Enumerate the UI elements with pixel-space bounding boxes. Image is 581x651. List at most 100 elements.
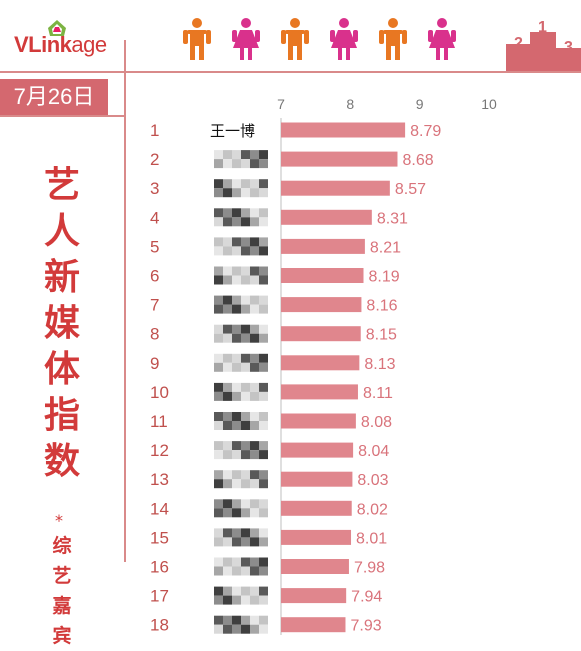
censor-pixel — [241, 470, 250, 480]
censored-name-block — [214, 237, 268, 256]
censor-pixel — [223, 353, 232, 363]
censor-pixel — [232, 528, 241, 538]
censor-pixel — [232, 295, 241, 305]
censor-pixel — [241, 179, 250, 189]
censor-pixel — [232, 470, 241, 480]
censor-pixel — [250, 353, 259, 363]
censor-pixel — [241, 275, 250, 285]
bar — [281, 559, 349, 574]
censor-pixel — [259, 586, 268, 596]
censor-pixel — [250, 528, 259, 538]
censor-pixel — [250, 566, 259, 576]
brand-name-suffix: age — [71, 32, 107, 57]
censor-pixel — [241, 391, 250, 401]
rank-label: 3 — [150, 179, 159, 198]
title-char: 媒 — [43, 303, 80, 344]
censor-pixel — [214, 275, 223, 285]
censor-pixel — [214, 179, 223, 189]
censor-pixel — [223, 208, 232, 218]
censor-pixel — [250, 324, 259, 334]
censor-pixel — [250, 391, 259, 401]
censor-pixel — [241, 479, 250, 489]
censor-pixel — [241, 421, 250, 430]
censor-pixel — [241, 499, 250, 509]
rank-label: 13 — [150, 470, 169, 489]
bar — [281, 384, 358, 400]
censored-name-block — [214, 557, 268, 576]
censored-name-block — [214, 295, 268, 314]
censored-name-block — [214, 150, 268, 169]
bar-value-label: 7.93 — [350, 618, 381, 635]
censor-pixel — [259, 537, 268, 547]
censor-pixel — [241, 595, 250, 605]
censor-pixel — [223, 333, 232, 343]
censor-pixel — [250, 208, 259, 218]
bar-value-label: 8.57 — [395, 181, 426, 198]
censor-pixel — [214, 188, 223, 198]
censor-pixel — [223, 557, 232, 567]
censor-pixel — [250, 217, 259, 227]
bar — [281, 151, 398, 167]
censor-pixel — [250, 179, 259, 189]
censor-pixel — [223, 470, 232, 480]
censor-pixel — [259, 391, 268, 401]
censor-pixel — [259, 237, 268, 247]
censor-pixel — [241, 246, 250, 256]
bar — [281, 413, 356, 429]
censor-pixel — [241, 557, 250, 567]
censor-pixel — [214, 333, 223, 343]
censor-pixel — [259, 304, 268, 314]
censor-pixel — [232, 412, 241, 421]
censor-pixel — [241, 508, 250, 518]
podium-third-label: 3 — [564, 39, 573, 56]
censor-pixel — [214, 150, 223, 160]
censor-pixel — [259, 624, 268, 634]
censor-pixel — [214, 499, 223, 509]
censor-pixel — [223, 382, 232, 392]
left-panel: 7月26日 艺 人 新 媒 体 指 数 * 综 艺 嘉 宾 — [0, 73, 124, 647]
censor-pixel — [250, 470, 259, 480]
bar-value-label: 8.19 — [369, 269, 400, 286]
title-char: 指 — [43, 395, 80, 436]
bar — [281, 442, 354, 458]
censored-name-block — [214, 615, 268, 634]
title-char: 人 — [43, 211, 80, 252]
censor-pixel — [250, 333, 259, 343]
censor-pixel — [250, 412, 259, 421]
title-char: 新 — [43, 257, 80, 298]
censor-pixel — [232, 159, 241, 169]
censor-pixel — [250, 537, 259, 547]
censor-pixel — [241, 304, 250, 314]
censor-pixel — [259, 382, 268, 392]
censor-pixel — [259, 421, 268, 430]
rank-label: 15 — [150, 528, 169, 547]
censor-pixel — [241, 188, 250, 198]
censored-name-block — [214, 441, 268, 460]
censor-pixel — [232, 324, 241, 334]
header-divider — [0, 71, 581, 73]
censor-pixel — [223, 391, 232, 401]
censored-name-block — [214, 586, 268, 605]
censor-pixel — [214, 362, 223, 372]
censor-pixel — [223, 566, 232, 576]
censor-pixel — [223, 295, 232, 305]
censor-pixel — [223, 508, 232, 518]
censor-pixel — [232, 362, 241, 372]
podium-second-label: 2 — [514, 35, 523, 52]
rank-label: 10 — [150, 383, 169, 402]
censored-name-block — [214, 353, 268, 372]
censor-pixel — [232, 421, 241, 430]
bar — [281, 588, 347, 604]
subtitle-char: 综 — [52, 535, 72, 557]
censor-pixel — [232, 557, 241, 567]
censor-pixel — [232, 586, 241, 596]
censor-pixel — [250, 508, 259, 518]
censor-pixel — [232, 382, 241, 392]
bar-value-label: 8.13 — [364, 356, 395, 373]
censor-pixel — [259, 266, 268, 276]
censor-pixel — [241, 528, 250, 538]
censor-pixel — [241, 159, 250, 169]
censor-pixel — [223, 159, 232, 169]
censor-pixel — [214, 324, 223, 334]
censor-pixel — [214, 528, 223, 538]
